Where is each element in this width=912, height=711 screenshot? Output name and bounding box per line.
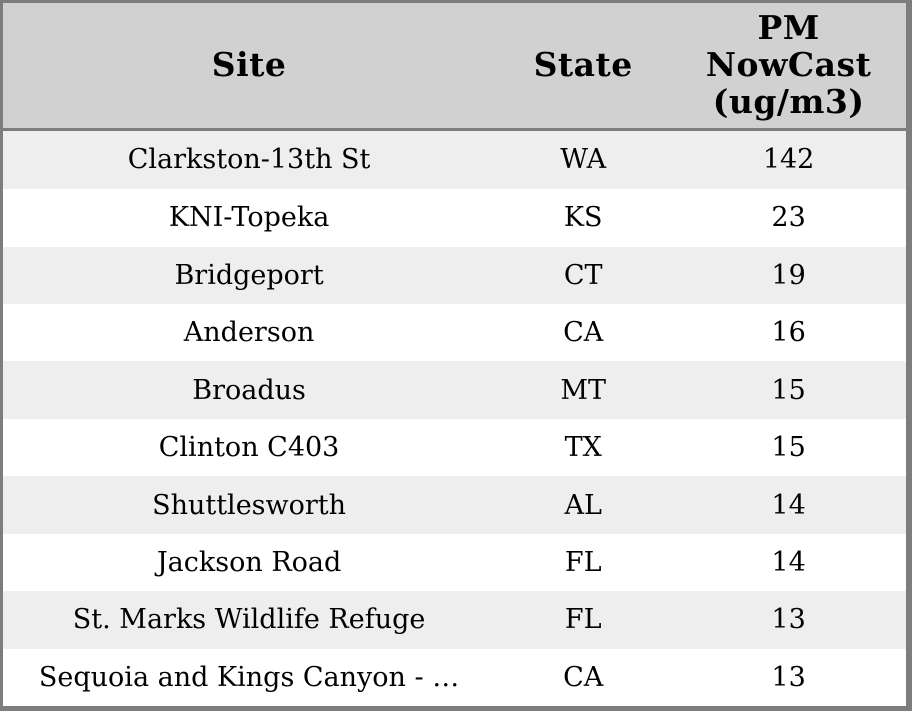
state-cell: CT xyxy=(563,259,603,291)
pm-cell: 15 xyxy=(771,374,806,406)
site-cell: Shuttlesworth xyxy=(152,489,347,521)
table-row: Clinton C403 TX 15 xyxy=(3,418,906,477)
pm-cell: 13 xyxy=(771,661,806,693)
site-cell: Sequoia and Kings Canyon - … xyxy=(38,661,460,693)
site-cell: Clinton C403 xyxy=(158,432,340,464)
site-cell: KNI-Topeka xyxy=(168,202,330,234)
site-cell: Anderson xyxy=(183,317,315,349)
header-row: Site State PM NowCast (ug/m3) xyxy=(3,3,906,131)
site-cell: Broadus xyxy=(192,374,306,406)
pm-cell: 13 xyxy=(771,604,806,636)
state-cell: CA xyxy=(563,661,604,693)
column-header-state: State xyxy=(495,3,672,131)
table-row: Anderson CA 16 xyxy=(3,304,906,362)
table-row: St. Marks Wildlife Refuge FL 13 xyxy=(3,591,906,649)
state-cell: FL xyxy=(564,604,602,636)
table-row: Clarkston-13th St WA 142 xyxy=(3,129,906,190)
state-cell: TX xyxy=(564,432,602,464)
state-cell: FL xyxy=(564,546,602,578)
pm-cell: 14 xyxy=(771,489,806,521)
data-table: Site State PM NowCast (ug/m3) Clarkston-… xyxy=(3,3,906,706)
pm-cell: 15 xyxy=(771,432,806,464)
pm-cell: 142 xyxy=(762,144,815,176)
site-cell: Bridgeport xyxy=(174,259,324,291)
pm-cell: 23 xyxy=(771,202,806,234)
site-cell: St. Marks Wildlife Refuge xyxy=(72,604,426,636)
table-row: Jackson Road FL 14 xyxy=(3,533,906,592)
site-cell: Clarkston-13th St xyxy=(127,144,371,176)
table-body: Clarkston-13th St WA 142 KNI-Topeka KS 2… xyxy=(3,129,906,706)
table-row: Bridgeport CT 19 xyxy=(3,246,906,305)
state-cell: WA xyxy=(560,144,607,176)
table-row: KNI-Topeka KS 23 xyxy=(3,189,906,247)
table-row: Shuttlesworth AL 14 xyxy=(3,476,906,534)
site-cell: Jackson Road xyxy=(156,546,342,578)
column-header-pm-nowcast-label: PM NowCast (ug/m3) xyxy=(705,7,872,121)
state-cell: AL xyxy=(564,489,602,521)
table-row: Broadus MT 15 xyxy=(3,361,906,419)
pm-cell: 14 xyxy=(771,546,806,578)
state-cell: KS xyxy=(563,202,603,234)
column-header-pm-nowcast: PM NowCast (ug/m3) xyxy=(671,3,906,131)
pm-cell: 19 xyxy=(771,259,806,291)
table-row: Sequoia and Kings Canyon - … CA 13 xyxy=(3,648,906,706)
state-cell: MT xyxy=(560,374,606,406)
pm-cell: 16 xyxy=(771,317,806,349)
column-header-site: Site xyxy=(3,3,496,131)
state-cell: CA xyxy=(563,317,604,349)
